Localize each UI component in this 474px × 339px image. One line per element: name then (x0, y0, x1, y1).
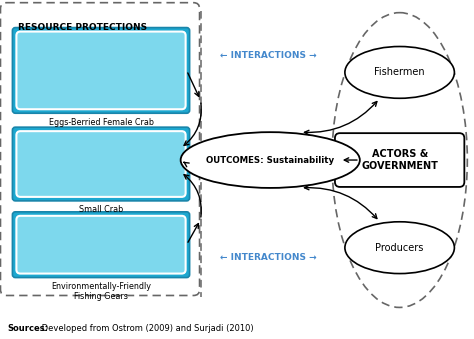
FancyBboxPatch shape (0, 3, 200, 296)
Text: Producers: Producers (375, 243, 424, 253)
Ellipse shape (181, 132, 360, 188)
Text: Sources:: Sources: (8, 324, 48, 333)
Text: ACTORS &
GOVERNMENT: ACTORS & GOVERNMENT (361, 149, 438, 171)
FancyBboxPatch shape (12, 27, 190, 113)
Text: ← INTERACTIONS →: ← INTERACTIONS → (220, 253, 317, 262)
Ellipse shape (345, 46, 455, 98)
FancyBboxPatch shape (335, 133, 465, 187)
Text: RESOURCE PROTECTIONS: RESOURCE PROTECTIONS (18, 23, 147, 32)
FancyBboxPatch shape (17, 32, 186, 109)
FancyBboxPatch shape (17, 131, 186, 197)
Ellipse shape (332, 13, 467, 307)
Ellipse shape (345, 222, 455, 274)
FancyBboxPatch shape (12, 212, 190, 278)
Text: Eggs-Berried Female Crab: Eggs-Berried Female Crab (48, 118, 154, 127)
Text: OUTCOMES: Sustainability: OUTCOMES: Sustainability (206, 156, 334, 164)
Text: Environmentally-Friendly
Fishing Gears: Environmentally-Friendly Fishing Gears (51, 281, 151, 301)
Text: Developed from Ostrom (2009) and Surjadi (2010): Developed from Ostrom (2009) and Surjadi… (39, 324, 254, 333)
Text: Small Crab: Small Crab (79, 205, 123, 214)
Text: Fishermen: Fishermen (374, 67, 425, 77)
FancyBboxPatch shape (17, 216, 186, 274)
Text: ← INTERACTIONS →: ← INTERACTIONS → (220, 51, 317, 60)
FancyBboxPatch shape (12, 127, 190, 201)
